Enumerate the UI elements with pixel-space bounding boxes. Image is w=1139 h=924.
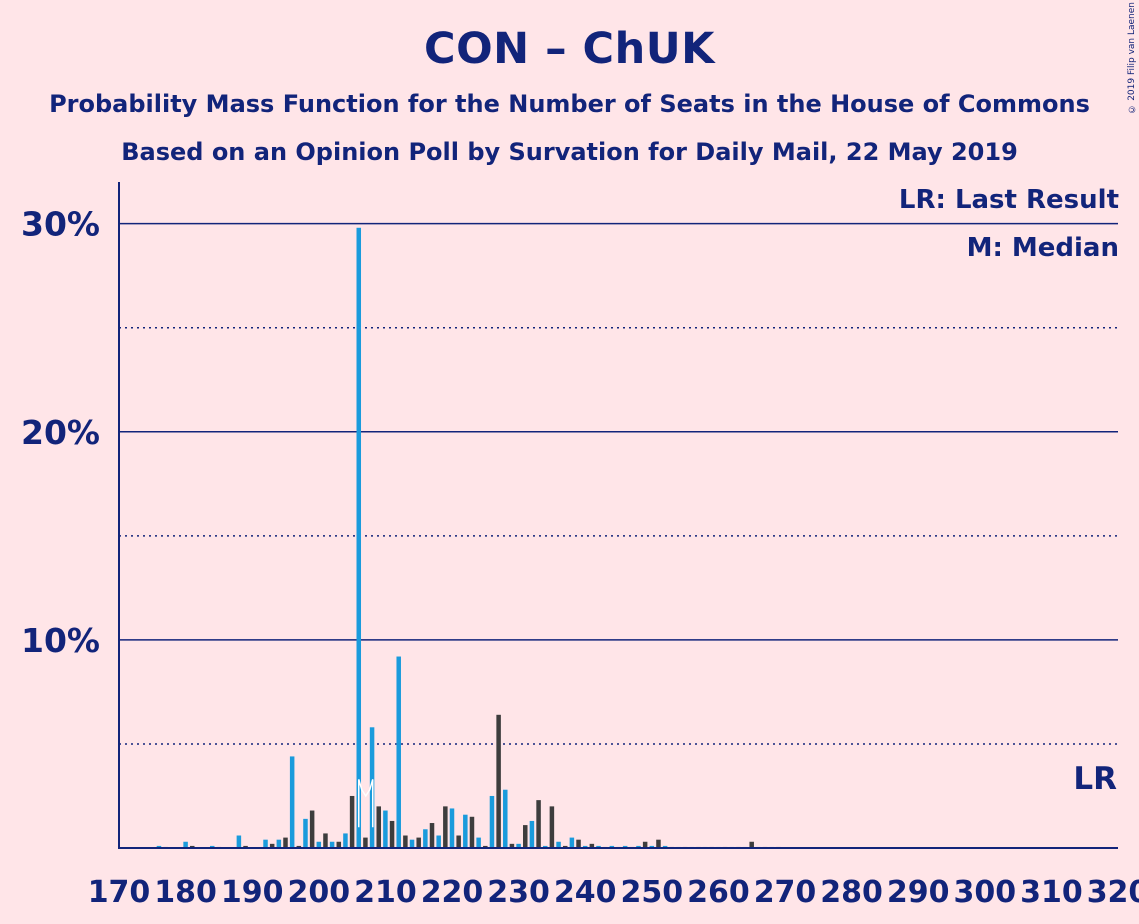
bar xyxy=(183,841,188,848)
x-tick-label: 260 xyxy=(687,875,750,910)
legend-last-result: LR: Last Result xyxy=(898,185,1119,215)
bar xyxy=(622,845,628,848)
poll-source-subtitle: Based on an Opinion Poll by Survation fo… xyxy=(121,138,1018,166)
bar xyxy=(303,818,308,848)
bar xyxy=(336,841,342,848)
bar xyxy=(649,845,655,848)
bar xyxy=(403,835,408,848)
bar xyxy=(349,795,355,848)
bar xyxy=(363,837,368,848)
bar xyxy=(289,756,295,848)
bar xyxy=(283,837,288,848)
bar xyxy=(323,833,328,848)
bar xyxy=(596,845,601,848)
bar xyxy=(263,839,268,848)
x-tick-label: 310 xyxy=(1020,875,1083,910)
bar xyxy=(609,845,615,848)
bar xyxy=(536,800,541,848)
x-tick-label: 230 xyxy=(487,875,550,910)
bar xyxy=(436,835,441,848)
x-tick-label: 320 xyxy=(1087,875,1139,910)
x-tick-label: 300 xyxy=(953,875,1016,910)
bar xyxy=(582,845,588,848)
y-tick-label: 10% xyxy=(21,621,100,660)
bar xyxy=(656,839,661,848)
bar xyxy=(443,806,448,848)
bar xyxy=(636,845,641,848)
bar xyxy=(523,825,528,848)
legend-median: M: Median xyxy=(966,233,1119,263)
bar xyxy=(589,843,595,848)
x-tick-label: 170 xyxy=(88,875,151,910)
bar xyxy=(236,835,242,848)
bar xyxy=(642,841,648,848)
chart-subtitle: Probability Mass Function for the Number… xyxy=(49,90,1090,118)
median-marker xyxy=(358,779,374,828)
bar xyxy=(529,820,535,848)
bar xyxy=(562,845,568,848)
bars xyxy=(156,227,781,849)
bar xyxy=(309,810,315,848)
x-tick-label: 200 xyxy=(287,875,350,910)
bar xyxy=(516,843,521,848)
gridlines xyxy=(119,222,1118,745)
bar xyxy=(243,845,248,848)
bar xyxy=(156,845,162,848)
x-tick-label: 220 xyxy=(421,875,484,910)
bar xyxy=(556,841,561,848)
bar xyxy=(463,814,468,848)
bar xyxy=(343,833,348,848)
bar xyxy=(549,806,555,848)
bar xyxy=(416,837,421,848)
last-result-marker: LR xyxy=(1073,761,1117,797)
bar xyxy=(383,810,388,848)
bar xyxy=(749,841,754,848)
bar xyxy=(396,656,401,848)
y-axis-tick-labels: 10% 20% 30% xyxy=(21,205,100,660)
bar xyxy=(503,789,508,848)
bar xyxy=(542,845,548,848)
bar xyxy=(476,837,481,848)
bar xyxy=(389,820,395,848)
bar xyxy=(190,845,195,848)
bar xyxy=(296,845,302,848)
bar xyxy=(209,845,215,848)
bar xyxy=(329,841,335,848)
y-tick-label: 30% xyxy=(21,205,100,244)
x-tick-label: 280 xyxy=(820,875,883,910)
bar xyxy=(449,808,455,848)
bar xyxy=(569,837,575,848)
bar xyxy=(269,843,275,848)
x-tick-label: 290 xyxy=(887,875,950,910)
bar xyxy=(469,816,475,848)
bar xyxy=(483,845,488,848)
bar xyxy=(356,227,362,849)
bar xyxy=(316,841,322,848)
bar xyxy=(276,839,282,848)
x-tick-label: 180 xyxy=(154,875,217,910)
bar xyxy=(662,845,668,848)
bar xyxy=(489,795,495,848)
bar xyxy=(409,839,415,848)
x-tick-label: 190 xyxy=(221,875,284,910)
x-tick-label: 210 xyxy=(354,875,417,910)
bar xyxy=(429,823,435,848)
x-tick-label: 270 xyxy=(754,875,817,910)
bar xyxy=(376,806,381,848)
bar xyxy=(456,835,461,848)
bar xyxy=(496,714,501,848)
bar xyxy=(423,829,428,848)
chart-title: CON – ChUK xyxy=(424,24,715,74)
x-axis-tick-labels: 170 180 190 200 210 220 230 240 250 260 270 280 290 3… xyxy=(88,875,1139,910)
bar xyxy=(576,839,581,848)
bar xyxy=(509,843,515,848)
x-tick-label: 240 xyxy=(554,875,617,910)
y-tick-label: 20% xyxy=(21,413,100,452)
x-tick-label: 250 xyxy=(620,875,683,910)
